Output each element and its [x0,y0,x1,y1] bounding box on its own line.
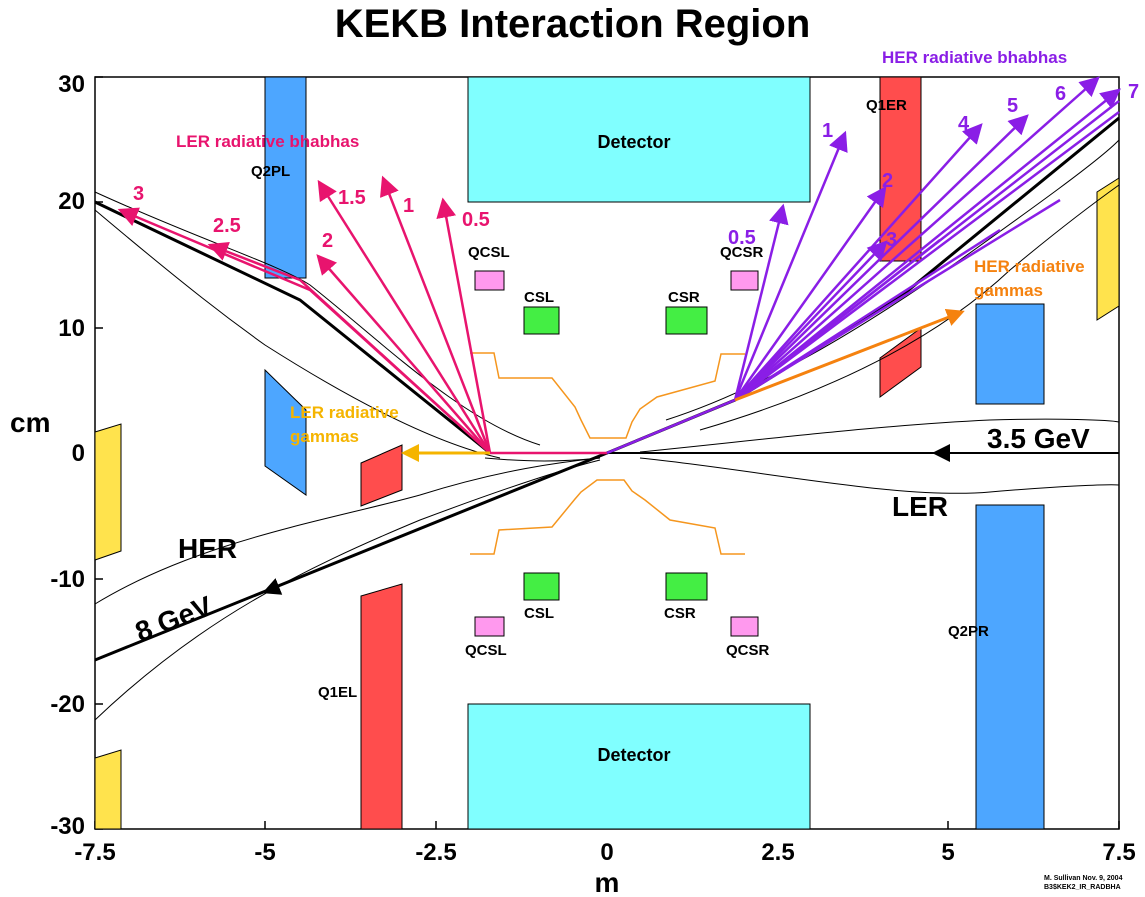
qcsr-bottom-magnet [730,616,759,637]
ler-outgoing-beam [94,200,491,455]
detector-top [467,76,811,203]
csl-top-label: CSL [524,289,554,306]
q2pr-label: Q2PR [948,623,989,640]
ler-energy-label: 3.5 GeV [987,423,1090,454]
ler-ray-label: 1 [403,195,414,217]
y-tick-label: -10 [50,566,85,593]
qcsl-bottom-label: QCSL [465,642,507,659]
her-ray-label: 7 [1128,81,1139,103]
detector-bottom-label: Detector [597,745,670,765]
y-tick-label: -30 [50,813,85,840]
q2pr-upper-magnet [975,303,1045,405]
her-ray-label: 1 [822,120,833,142]
ler-gammas-label-2: gammas [290,427,359,446]
csr-top-label: CSR [668,289,700,306]
side-element-left-bottom [94,749,122,830]
side-element-left-mid [94,423,122,561]
her-gammas-label-1: HER radiative [974,257,1085,276]
beam-pipe-lower [470,479,745,555]
csl-top-magnet [523,306,560,335]
x-tick-label: -2.5 [415,839,456,866]
ler-bhabha-rays [117,175,607,455]
qcsr-top-magnet [730,270,759,291]
ler-label: LER [892,491,948,522]
her-ray-label: 5 [1007,95,1018,117]
csr-bottom-magnet [665,572,708,601]
qcsr-bottom-label: QCSR [726,642,770,659]
ler-bhabhas-label: LER radiative bhabhas [176,132,359,151]
side-element-right [1096,177,1120,321]
q1er-label: Q1ER [866,97,907,114]
x-tick-label: -7.5 [74,839,115,866]
x-tick-label: 5 [941,839,954,866]
credit-line-2: B3$KEK2_IR_RADBHA [1044,884,1121,891]
her-bhabha-rays [606,76,1121,455]
her-bhabhas-label: HER radiative bhabhas [882,48,1067,67]
qcsl-top-label: QCSL [468,244,510,261]
chart-title: KEKB Interaction Region [334,2,811,46]
x-axis-label: m [595,867,620,897]
q1el-upper-magnet [360,444,403,507]
q2pr-magnet [975,504,1045,830]
y-tick-label: -20 [50,691,85,718]
y-tick-label: 30 [58,71,85,98]
credit-line-1: M. Sullivan Nov. 9, 2004 [1044,875,1123,882]
q1el-label: Q1EL [318,684,357,701]
x-axis: -7.5 -5 -2.5 0 2.5 5 7.5 m [74,821,1136,897]
csl-bottom-magnet [523,572,560,601]
y-tick-label: 10 [58,315,85,342]
csr-bottom-label: CSR [664,605,696,622]
csl-bottom-label: CSL [524,605,554,622]
x-tick-label: 0 [600,839,613,866]
qcsr-top-label: QCSR [720,244,764,261]
ler-ray-label: 3 [133,183,144,205]
y-tick-label: 0 [72,440,85,467]
ler-gammas-label-1: LER radiative [290,403,399,422]
beam-envelopes [94,139,1120,721]
y-tick-label: 20 [58,188,85,215]
her-ray-label: 6 [1055,83,1066,105]
ler-ray-label: 1.5 [338,187,366,209]
q2pl-magnet [264,76,307,279]
csr-top-magnet [665,306,708,335]
x-tick-label: 7.5 [1102,839,1135,866]
detector-top-label: Detector [597,132,670,152]
qcsl-top-magnet [474,270,505,291]
her-gamma-arrow [734,309,965,402]
her-label: HER [178,533,237,564]
her-ray-label: 2 [882,170,893,192]
ler-ray-label: 0.5 [462,209,490,231]
q1er-lower-magnet [879,327,922,398]
q2pl-lower-magnet [264,368,307,496]
her-incoming-beam [94,451,608,662]
her-ray-label: 0.5 [728,227,756,249]
her-ray-label: 4 [958,113,970,135]
her-gammas-label-2: gammas [974,281,1043,300]
ler-ray-label: 2 [322,230,333,252]
x-tick-label: -5 [254,839,275,866]
y-axis: 30 20 10 0 -10 -20 -30 cm [10,71,103,840]
qcsl-bottom-magnet [474,616,505,637]
beam-pipe-upper [470,352,745,439]
her-ray-label: 3 [886,229,897,251]
ler-ray-label: 2.5 [213,215,241,237]
q1el-magnet [360,583,403,830]
q2pl-label: Q2PL [251,163,290,180]
x-tick-label: 2.5 [761,839,794,866]
y-axis-label: cm [10,407,50,438]
her-direction-arrow [262,578,283,595]
detector-bottom [467,703,811,830]
